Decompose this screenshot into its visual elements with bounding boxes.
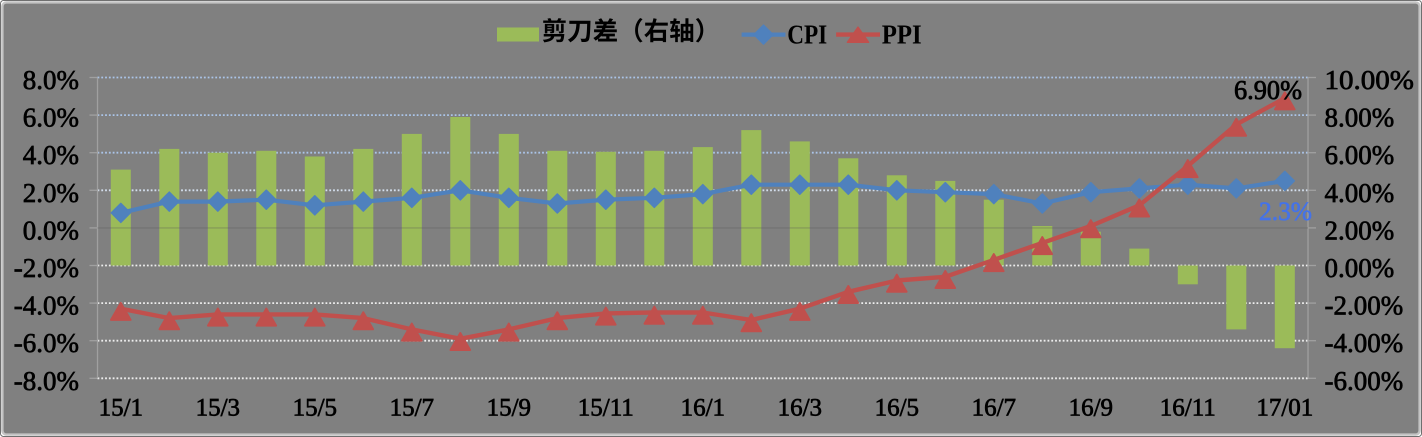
svg-text:-4.0%: -4.0% (14, 291, 79, 321)
svg-text:17/01: 17/01 (1256, 395, 1313, 422)
svg-text:PPI: PPI (882, 20, 922, 50)
svg-text:-2.00%: -2.00% (1325, 291, 1404, 321)
svg-text:6.0%: 6.0% (23, 103, 79, 133)
svg-text:2.3%: 2.3% (1259, 197, 1312, 226)
svg-text:15/3: 15/3 (196, 395, 240, 422)
svg-text:16/7: 16/7 (972, 395, 1016, 422)
svg-text:8.00%: 8.00% (1325, 103, 1395, 133)
svg-text:15/5: 15/5 (293, 395, 337, 422)
svg-text:6.00%: 6.00% (1325, 140, 1395, 170)
svg-text:16/3: 16/3 (778, 395, 822, 422)
svg-text:15/1: 15/1 (99, 395, 143, 422)
svg-text:0.00%: 0.00% (1325, 253, 1395, 283)
svg-text:0.0%: 0.0% (23, 215, 79, 245)
svg-text:10.00%: 10.00% (1325, 65, 1415, 95)
svg-text:4.0%: 4.0% (23, 140, 79, 170)
svg-text:4.00%: 4.00% (1325, 178, 1395, 208)
svg-text:8.0%: 8.0% (23, 65, 79, 95)
svg-text:16/9: 16/9 (1069, 395, 1113, 422)
svg-text:16/11: 16/11 (1160, 395, 1216, 422)
svg-text:16/1: 16/1 (681, 395, 725, 422)
svg-text:-4.00%: -4.00% (1325, 328, 1404, 358)
svg-text:-8.0%: -8.0% (14, 366, 79, 396)
svg-text:2.0%: 2.0% (23, 178, 79, 208)
svg-text:16/5: 16/5 (875, 395, 919, 422)
svg-text:6.90%: 6.90% (1234, 75, 1302, 105)
svg-text:-6.0%: -6.0% (14, 328, 79, 358)
svg-text:2.00%: 2.00% (1325, 215, 1395, 245)
svg-text:15/11: 15/11 (578, 395, 634, 422)
svg-text:CPI: CPI (787, 20, 827, 50)
svg-text:15/9: 15/9 (487, 395, 531, 422)
svg-text:-6.00%: -6.00% (1325, 366, 1404, 396)
svg-text:-2.0%: -2.0% (14, 253, 79, 283)
svg-text:15/7: 15/7 (390, 395, 434, 422)
